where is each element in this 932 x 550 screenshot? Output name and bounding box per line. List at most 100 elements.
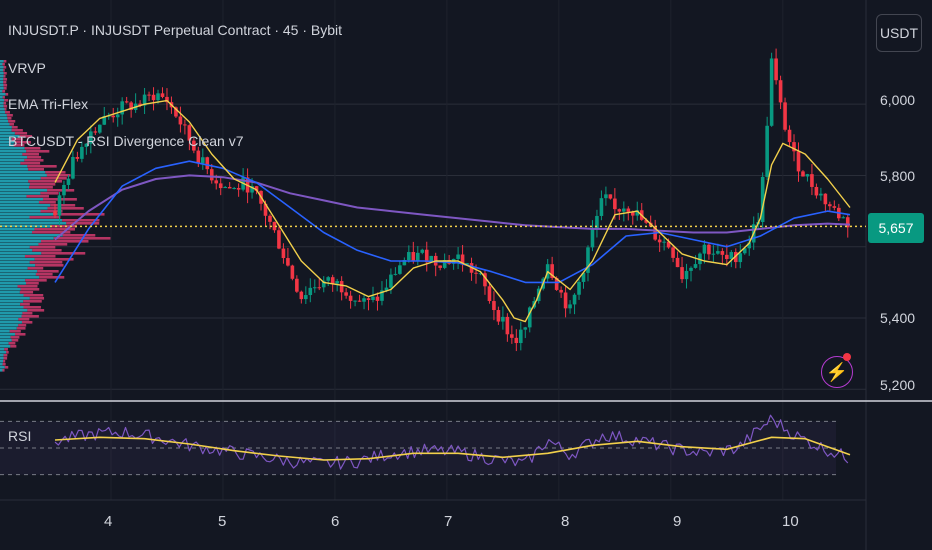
candle-body bbox=[841, 217, 846, 219]
y-tick-label: 5,800 bbox=[880, 168, 916, 184]
currency-button[interactable]: USDT bbox=[876, 14, 922, 52]
candle-body bbox=[442, 260, 447, 268]
volume-profile-bar bbox=[3, 105, 8, 108]
volume-profile-bar bbox=[0, 261, 30, 264]
rsi-pane-label[interactable]: RSI bbox=[8, 428, 32, 444]
candle-body bbox=[617, 209, 622, 212]
volume-profile-bar bbox=[11, 339, 19, 342]
volume-profile-bar bbox=[0, 210, 41, 213]
volume-profile-bar bbox=[0, 357, 4, 360]
candle-body bbox=[402, 259, 407, 266]
candle-body bbox=[254, 186, 259, 191]
volume-profile-bar bbox=[0, 366, 5, 369]
volume-profile-bar bbox=[0, 159, 25, 162]
symbol-title[interactable]: INJUSDT.P · INJUSDT Perpetual Contract ·… bbox=[8, 22, 343, 38]
candle-body bbox=[747, 242, 752, 249]
candle-body bbox=[371, 296, 375, 300]
candle-body bbox=[71, 156, 75, 179]
volume-profile-bar bbox=[0, 129, 12, 132]
candle-body bbox=[774, 58, 778, 81]
candle-body bbox=[622, 208, 626, 212]
candle-body bbox=[424, 249, 429, 263]
volume-profile-bar bbox=[0, 123, 10, 126]
volume-profile-bar bbox=[0, 81, 4, 84]
volume-profile-bar bbox=[0, 294, 24, 297]
y-tick-label: 5,200 bbox=[880, 377, 916, 393]
candle-body bbox=[84, 143, 89, 147]
candle-body bbox=[666, 241, 671, 248]
candle-body bbox=[138, 103, 142, 106]
volume-profile-bar bbox=[0, 354, 4, 357]
volume-profile-bar bbox=[29, 297, 45, 300]
volume-profile-bar bbox=[3, 66, 7, 69]
x-tick-label: 4 bbox=[104, 513, 113, 530]
volume-profile-bar bbox=[0, 192, 41, 195]
volume-profile-bar bbox=[0, 345, 11, 348]
volume-profile-bar bbox=[3, 354, 8, 357]
candle-body bbox=[299, 291, 304, 300]
volume-profile-bar bbox=[0, 285, 18, 288]
volume-profile-bar bbox=[0, 330, 10, 333]
volume-profile-bar bbox=[3, 357, 8, 360]
candle-body bbox=[733, 252, 738, 263]
candle-body bbox=[236, 187, 241, 190]
indicator-rsi-divergence[interactable]: BTCUSDT - RSI Divergence Clean v7 bbox=[8, 133, 244, 149]
candle-body bbox=[523, 327, 528, 330]
volume-profile-bar bbox=[38, 201, 56, 204]
volume-profile-bar bbox=[40, 192, 59, 195]
candle-body bbox=[604, 194, 608, 199]
candle-body bbox=[613, 198, 617, 210]
volume-profile-bar bbox=[21, 321, 33, 324]
candle-body bbox=[89, 131, 93, 144]
volume-profile-bar bbox=[0, 63, 3, 66]
candle-body bbox=[716, 251, 720, 254]
volume-profile-bar bbox=[0, 360, 4, 363]
volume-profile-bar bbox=[62, 234, 96, 237]
lightning-icon[interactable]: ⚡ bbox=[821, 356, 853, 388]
volume-profile-bar bbox=[0, 96, 3, 99]
volume-profile-bar bbox=[0, 252, 42, 255]
volume-profile-bar bbox=[0, 231, 33, 234]
candle-body bbox=[586, 247, 590, 273]
ema-fast-line bbox=[54, 99, 851, 323]
candle-body bbox=[174, 107, 178, 117]
candle-body bbox=[384, 287, 389, 291]
volume-profile-bar bbox=[0, 327, 17, 330]
candle-body bbox=[295, 278, 299, 292]
candle-body bbox=[626, 208, 631, 212]
candle-body bbox=[769, 58, 774, 126]
indicator-ema-tri-flex[interactable]: EMA Tri-Flex bbox=[8, 96, 89, 112]
candle-body bbox=[165, 96, 169, 103]
volume-profile-bar bbox=[0, 132, 15, 135]
candle-body bbox=[778, 80, 783, 103]
volume-profile-bar bbox=[3, 69, 5, 72]
volume-profile-bar bbox=[0, 147, 25, 150]
candle-body bbox=[684, 270, 689, 280]
candle-body bbox=[151, 94, 156, 101]
x-tick-label: 6 bbox=[331, 513, 340, 530]
candle-body bbox=[380, 290, 384, 301]
volume-profile-bar bbox=[0, 315, 22, 318]
candle-body bbox=[693, 264, 698, 268]
volume-profile-bar bbox=[4, 366, 9, 369]
indicator-vrvp[interactable]: VRVP bbox=[8, 60, 46, 76]
candle-body bbox=[805, 174, 810, 177]
volume-profile-bar bbox=[0, 276, 40, 279]
volume-profile-bar bbox=[22, 312, 33, 315]
volume-profile-bar bbox=[0, 249, 33, 252]
candle-body bbox=[304, 295, 308, 300]
candle-body bbox=[760, 176, 765, 223]
volume-profile-bar bbox=[50, 225, 77, 228]
candle-body bbox=[178, 116, 183, 125]
volume-profile-bar bbox=[24, 147, 41, 150]
candle-body bbox=[339, 281, 344, 293]
candle-body bbox=[568, 304, 572, 309]
candle-body bbox=[514, 337, 519, 344]
candle-body bbox=[510, 334, 514, 338]
candle-body bbox=[787, 129, 792, 143]
volume-profile-bar bbox=[0, 240, 41, 243]
volume-profile-bar bbox=[23, 300, 42, 303]
volume-profile-bar bbox=[0, 318, 19, 321]
candle-body bbox=[823, 193, 828, 205]
